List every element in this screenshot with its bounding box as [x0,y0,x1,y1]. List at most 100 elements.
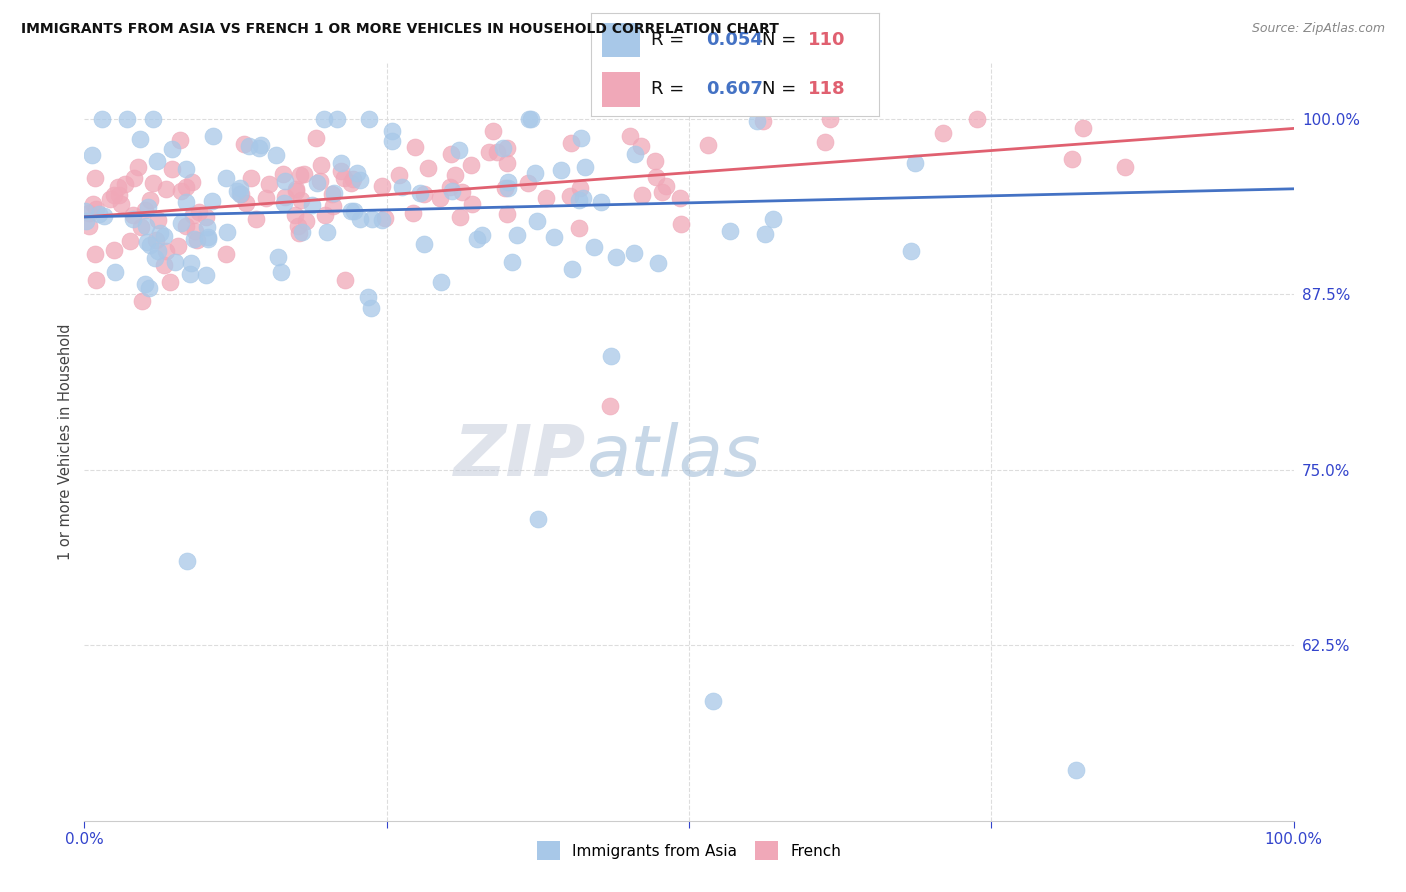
Point [1064,763,1087,777]
Point [155,182,177,196]
Point [181,175,204,189]
Point [79,206,101,220]
Point [413,236,436,251]
Point [183,232,205,246]
Point [290,168,312,182]
Point [159,275,181,289]
Point [129,219,152,234]
Point [80,148,103,162]
Point [340,204,363,219]
Point [314,208,336,222]
Point [391,180,413,194]
Point [215,247,238,261]
Point [900,244,922,259]
Y-axis label: 1 or more Vehicles in Household: 1 or more Vehicles in Household [58,323,73,560]
Point [110,197,132,211]
Point [543,230,565,244]
Point [496,156,519,170]
Point [745,114,768,128]
Point [214,171,236,186]
Point [139,238,162,252]
Point [496,181,519,195]
Point [274,174,297,188]
Point [284,182,307,196]
Point [86,273,108,287]
Point [343,203,366,218]
Point [165,255,187,269]
Point [568,180,591,194]
Text: Source: ZipAtlas.com: Source: ZipAtlas.com [1251,22,1385,36]
Text: N =: N = [762,30,801,48]
Point [381,134,404,148]
Point [449,211,471,225]
Point [174,180,197,194]
Point [374,211,396,225]
Point [187,204,209,219]
Point [247,141,270,155]
Point [413,187,436,202]
Text: 0.054: 0.054 [706,30,762,48]
Point [571,131,593,145]
Point [356,290,378,304]
Point [114,177,136,191]
Point [142,112,165,126]
Point [152,258,174,272]
Point [120,235,142,249]
Point [560,188,582,202]
Point [104,264,127,278]
Point [174,161,197,176]
Point [184,224,207,238]
Point [287,219,309,234]
Point [181,208,204,222]
Text: R =: R = [651,30,690,48]
Point [138,281,160,295]
Point [624,147,647,161]
Text: atlas: atlas [586,422,761,491]
Point [404,140,426,154]
Point [134,277,156,291]
Point [340,176,363,190]
Point [162,161,184,176]
Point [332,170,354,185]
Point [239,171,262,186]
Point [305,176,328,190]
Point [631,187,654,202]
Point [249,138,271,153]
Point [520,112,543,126]
Point [402,206,425,220]
Point [155,244,177,258]
Point [524,166,547,180]
Point [257,177,280,191]
Point [605,250,627,264]
Point [495,141,517,155]
Point [270,265,292,279]
Point [647,256,669,270]
Point [295,214,318,228]
Point [471,228,494,243]
Text: R =: R = [651,79,690,98]
Point [655,178,678,193]
Point [292,167,315,181]
Point [754,227,776,242]
Point [485,145,508,160]
Point [388,168,411,182]
Point [229,187,252,202]
Point [245,212,267,227]
Point [195,220,218,235]
Point [506,228,529,243]
Point [143,251,166,265]
Point [342,171,364,186]
Point [122,171,145,186]
Point [174,194,197,209]
Point [129,132,152,146]
Point [381,124,404,138]
Point [84,246,107,260]
Point [226,184,249,198]
Point [73,204,96,219]
Point [197,232,219,246]
Point [121,211,143,226]
Point [630,138,652,153]
Point [444,168,467,182]
Point [312,112,335,126]
Point [360,301,382,315]
